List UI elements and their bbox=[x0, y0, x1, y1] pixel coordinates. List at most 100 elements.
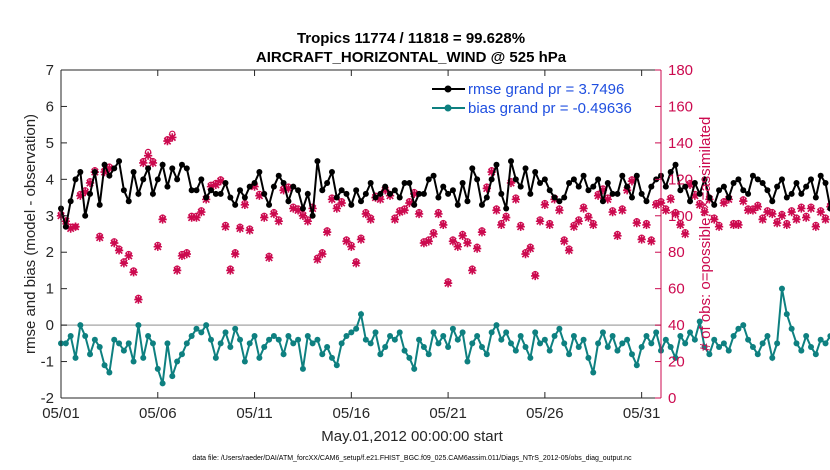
bias-point bbox=[759, 340, 766, 347]
rmse-point bbox=[251, 179, 258, 186]
rmse-point bbox=[116, 158, 123, 165]
bias-point bbox=[454, 336, 461, 343]
bias-point bbox=[551, 333, 558, 340]
bias-point bbox=[401, 347, 408, 354]
bias-point bbox=[348, 329, 355, 336]
y-axis-label-right: # of obs: o=possible; ×=assimilated bbox=[697, 117, 714, 352]
obs-assimilated-marker bbox=[458, 231, 467, 240]
obs-assimilated-marker bbox=[148, 158, 158, 168]
obs-assimilated-marker bbox=[545, 220, 554, 230]
rmse-point bbox=[203, 194, 210, 201]
rmse-point bbox=[217, 190, 224, 197]
obs-assimilated-marker bbox=[419, 238, 429, 248]
bias-point bbox=[464, 358, 471, 365]
rmse-point bbox=[503, 205, 510, 212]
rmse-point bbox=[246, 183, 253, 190]
bias-point bbox=[77, 322, 84, 329]
bias-point bbox=[508, 340, 514, 347]
obs-assimilated-marker bbox=[361, 209, 370, 219]
obs-assimilated-marker bbox=[666, 195, 675, 204]
bias-point bbox=[527, 354, 534, 361]
obs-assimilated-marker bbox=[81, 187, 90, 197]
bias-point bbox=[609, 333, 616, 340]
bias-point bbox=[711, 336, 718, 343]
bias-point bbox=[227, 343, 234, 350]
bias-point bbox=[614, 347, 621, 354]
bias-point bbox=[493, 322, 500, 329]
rmse-point bbox=[662, 183, 669, 190]
y-tick-label-left: 4 bbox=[46, 171, 54, 188]
obs-assimilated-marker bbox=[535, 217, 545, 226]
rmse-point bbox=[754, 176, 761, 183]
bias-point bbox=[687, 329, 694, 336]
rmse-point bbox=[435, 194, 442, 201]
legend: rmse grand pr = 3.7496 bias grand pr = -… bbox=[427, 79, 655, 119]
rmse-point bbox=[590, 183, 597, 190]
obs-assimilated-marker bbox=[139, 158, 148, 168]
rmse-point bbox=[512, 176, 519, 183]
bias-point bbox=[817, 336, 824, 343]
bias-point bbox=[358, 311, 364, 318]
y-tick-label-left: 2 bbox=[46, 244, 54, 261]
obs-assimilated-marker bbox=[182, 249, 191, 259]
legend-rmse-label: rmse grand pr = 3.7496 bbox=[468, 81, 624, 98]
obs-assimilated-marker bbox=[453, 242, 462, 251]
rmse-point bbox=[730, 179, 737, 186]
obs-assimilated-marker bbox=[245, 226, 254, 235]
rmse-point bbox=[314, 158, 321, 165]
y-tick-label-right: 20 bbox=[668, 354, 685, 371]
rmse-point bbox=[140, 176, 147, 183]
bias-point bbox=[430, 329, 437, 336]
bias-point bbox=[382, 343, 389, 350]
x-tick-label: 05/31 bbox=[623, 405, 661, 422]
rmse-point bbox=[532, 169, 539, 176]
bias-point bbox=[270, 333, 277, 340]
obs-assimilated-marker bbox=[168, 133, 177, 142]
obs-assimilated-marker bbox=[279, 186, 288, 195]
rmse-point bbox=[633, 172, 640, 179]
rmse-point bbox=[735, 176, 742, 183]
obs-assimilated-marker bbox=[400, 206, 409, 215]
bias-point bbox=[135, 322, 142, 329]
rmse-point bbox=[725, 194, 732, 201]
bias-point bbox=[101, 362, 108, 369]
obs-assimilated-marker bbox=[105, 164, 114, 173]
bias-point bbox=[546, 347, 553, 354]
obs-assimilated-marker bbox=[158, 215, 167, 224]
bias-point bbox=[517, 333, 524, 340]
obs-assimilated-marker bbox=[531, 271, 540, 281]
bias-point bbox=[537, 340, 544, 347]
rmse-point bbox=[798, 190, 805, 197]
x-axis-label: May.01,2012 00:00:00 start bbox=[321, 428, 503, 445]
bias-point bbox=[628, 351, 635, 358]
rmse-point bbox=[493, 161, 500, 168]
y-tick-label-right: 160 bbox=[668, 98, 693, 115]
y-tick-label-left: 1 bbox=[46, 281, 54, 298]
bias-point bbox=[648, 340, 655, 347]
bias-point bbox=[488, 329, 495, 336]
bias-point bbox=[696, 318, 703, 325]
bias-point bbox=[232, 325, 239, 332]
obs-assimilated-marker bbox=[681, 229, 690, 239]
obs-assimilated-marker bbox=[318, 249, 327, 259]
obs-assimilated-marker bbox=[637, 235, 646, 244]
rmse-point bbox=[178, 161, 185, 168]
rmse-point bbox=[812, 194, 819, 201]
obs-assimilated-marker bbox=[414, 209, 424, 219]
rmse-point bbox=[580, 172, 587, 179]
bias-point bbox=[754, 351, 761, 358]
bias-point bbox=[435, 340, 442, 347]
x-tick-label: 05/16 bbox=[333, 405, 371, 422]
y-tick-label-right: 80 bbox=[668, 244, 685, 261]
bias-point bbox=[261, 343, 268, 350]
obs-assimilated-marker bbox=[187, 213, 196, 222]
y-tick-label-left: 0 bbox=[46, 317, 54, 334]
obs-assimilated-marker bbox=[134, 295, 143, 304]
bias-point bbox=[604, 343, 611, 350]
rmse-point bbox=[154, 176, 161, 183]
obs-assimilated-marker bbox=[226, 266, 235, 275]
obs-assimilated-marker bbox=[676, 220, 685, 230]
bias-point bbox=[183, 340, 190, 347]
bias-point bbox=[580, 336, 587, 343]
chart-title-line2: AIRCRAFT_HORIZONTAL_WIND @ 525 hPa bbox=[256, 49, 567, 66]
